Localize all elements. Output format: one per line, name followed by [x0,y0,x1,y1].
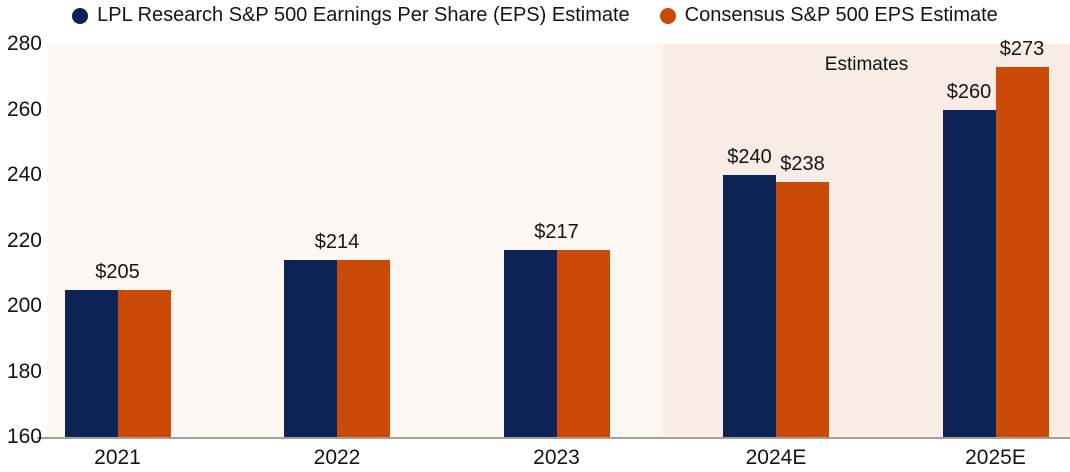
bar-consensus-2025E [995,66,1049,437]
y-tick-label: 200 [6,294,42,317]
bar-value-label: $240 [727,146,772,168]
consensus-series-dot-icon [659,7,676,24]
lpl-series-dot-icon [72,7,89,24]
bar-lpl-2023 [503,250,557,437]
y-tick-label: 260 [6,97,42,121]
bar-value-label: $238 [780,152,825,175]
bar-value-label: $260 [946,80,992,103]
legend: LPL Research S&P 500 Earnings Per Share … [0,4,1070,27]
bar-value-label: $273 [999,37,1045,60]
estimates-annotation: Estimates [824,54,909,75]
legend-item-consensus: Consensus S&P 500 EPS Estimate [659,4,998,27]
x-tick-label: 2024E [745,446,807,469]
bar-value-label: $217 [534,221,579,244]
bar-lpl-2025E [942,109,996,437]
bar-lpl-2024E [723,175,776,437]
x-tick-label: 2025E [965,446,1026,469]
bar-consensus-2023 [556,250,610,437]
x-tick-label: 2021 [94,446,141,469]
bar-value-label: $205 [95,260,140,283]
y-tick-label: 280 [6,32,42,55]
legend-item-lpl: LPL Research S&P 500 Earnings Per Share … [72,4,630,27]
x-axis-line [37,437,1070,439]
legend-label-consensus: Consensus S&P 500 EPS Estimate [684,4,998,26]
x-tick-label: 2023 [533,446,580,469]
legend-label-lpl: LPL Research S&P 500 Earnings Per Share … [97,4,630,26]
y-tick-label: 180 [6,359,42,383]
bar-consensus-2024E [776,181,829,437]
bar-value-label: $214 [314,231,360,254]
bar-consensus-2021 [117,289,171,437]
x-tick-label: 2022 [313,446,361,469]
y-tick-label: 240 [6,163,42,186]
bar-consensus-2022 [337,260,390,437]
y-tick-label: 160 [6,425,42,448]
bar-lpl-2022 [284,260,337,437]
y-tick-label: 220 [6,228,42,252]
bar-lpl-2021 [64,289,118,437]
